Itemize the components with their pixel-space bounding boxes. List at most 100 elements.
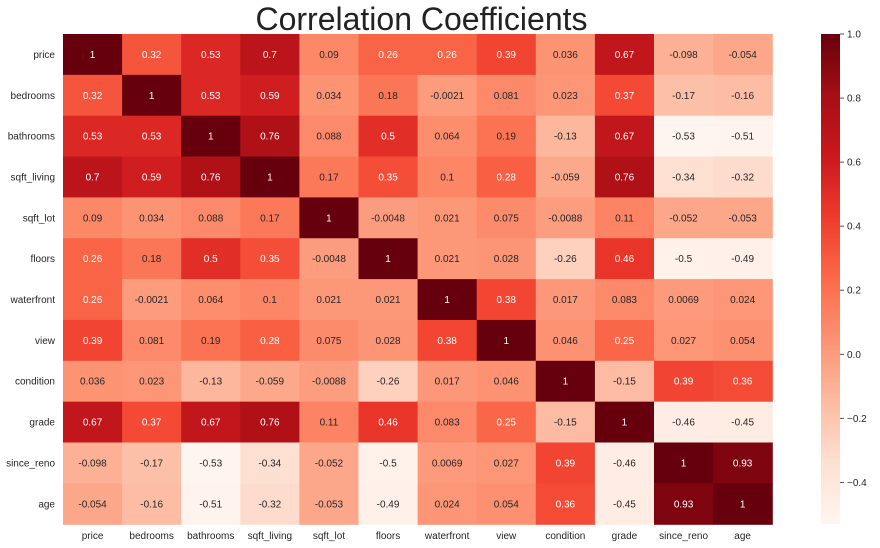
cell-value-label: 0.17 [319, 172, 339, 183]
heatmap-cell [476, 483, 537, 525]
x-tick-label: view [496, 531, 517, 542]
colorbar-tick-label: 0.2 [847, 286, 861, 297]
heatmap-cell [299, 197, 360, 239]
x-tick-label: bedrooms [129, 531, 173, 542]
cell-value-label: 0.7 [263, 50, 277, 61]
cell-value-label: -0.51 [199, 499, 222, 510]
heatmap-cell [122, 238, 182, 280]
cell-value-label: 0.59 [142, 172, 162, 183]
colorbar-tick-label: 0.8 [847, 94, 861, 105]
heatmap-cell [476, 238, 537, 280]
cell-value-label: 0.083 [435, 418, 460, 429]
heatmap-cell [654, 279, 714, 321]
cell-value-label: 0.054 [494, 499, 519, 510]
cell-value-label: 0.76 [260, 418, 280, 429]
cell-value-label: 0.046 [494, 377, 519, 388]
heatmap-cell [417, 197, 478, 239]
cell-value-label: 1 [90, 50, 96, 61]
y-tick-label: price [33, 50, 55, 61]
heatmap-cell [358, 197, 419, 239]
heatmap-cell [594, 279, 655, 321]
heatmap-cell [654, 197, 714, 239]
cell-value-label: -0.32 [258, 499, 281, 510]
heatmap-cell [240, 279, 300, 321]
cell-value-label: 0.32 [142, 50, 162, 61]
heatmap-cell [594, 401, 655, 444]
cell-value-label: -0.0088 [312, 377, 346, 388]
cell-value-label: 0.1 [440, 172, 454, 183]
cell-value-label: -0.32 [731, 172, 754, 183]
heatmap-cell [476, 74, 537, 117]
heatmap-cell [358, 156, 419, 198]
cell-value-label: 0.28 [497, 172, 517, 183]
heatmap-cell [299, 34, 360, 76]
heatmap-cell [240, 483, 300, 525]
cell-value-label: 0.09 [319, 50, 339, 61]
cell-value-label: 0.53 [83, 132, 103, 143]
heatmap-cell [122, 34, 182, 76]
cell-value-label: -0.53 [672, 132, 695, 143]
cell-value-label: -0.26 [377, 377, 400, 388]
heatmap-cell [654, 483, 714, 525]
cell-value-label: 0.46 [615, 254, 635, 265]
heatmap-cell [240, 156, 300, 198]
heatmap-cell [181, 360, 241, 403]
heatmap-cell [358, 483, 419, 525]
cell-value-label: 1 [385, 254, 391, 265]
cell-value-label: -0.052 [315, 458, 344, 469]
y-tick-label: sqft_living [11, 172, 55, 183]
heatmap-cell [535, 34, 596, 76]
cell-value-label: 0.28 [260, 336, 280, 347]
heatmap-cell [240, 34, 300, 76]
cell-value-label: 0.028 [376, 336, 401, 347]
y-tick-label: condition [15, 377, 55, 388]
heatmap-cell [358, 279, 419, 321]
x-tick-label: sqft_living [248, 531, 292, 542]
cell-value-label: -0.13 [199, 377, 222, 388]
cell-value-label: 0.38 [437, 336, 457, 347]
heatmap-cell [476, 319, 537, 362]
cell-value-label: -0.34 [672, 172, 695, 183]
cell-value-label: 0.021 [435, 254, 460, 265]
heatmap-cell [476, 34, 537, 76]
cell-value-label: -0.16 [731, 91, 754, 102]
heatmap-cell [181, 156, 241, 198]
cell-value-label: 0.021 [376, 295, 401, 306]
heatmap-cell [535, 319, 596, 362]
cell-value-label: 0.7 [86, 172, 100, 183]
cell-value-label: 0.35 [378, 172, 398, 183]
cell-value-label: -0.0088 [548, 213, 582, 224]
cell-value-label: 0.028 [494, 254, 519, 265]
cell-value-label: 0.26 [83, 254, 103, 265]
cell-value-label: -0.46 [613, 458, 636, 469]
heatmap-cell [594, 483, 655, 525]
heatmap-cell [713, 360, 773, 403]
y-tick-label: view [35, 336, 56, 347]
heatmap-cell [299, 238, 360, 280]
heatmap-cell [122, 442, 182, 484]
cell-value-label: 0.017 [435, 377, 460, 388]
heatmap-cell [240, 401, 300, 444]
heatmap-cell [240, 442, 300, 484]
cell-value-label: 0.76 [260, 132, 280, 143]
heatmap-cell [594, 319, 655, 362]
cell-value-label: 0.09 [83, 213, 103, 224]
heatmap-cell [594, 360, 655, 403]
cell-value-label: 0.18 [142, 254, 162, 265]
cell-value-label: 0.081 [494, 91, 519, 102]
cell-value-label: 1 [622, 418, 628, 429]
heatmap-cell [63, 442, 123, 484]
heatmap-cell [535, 238, 596, 280]
cell-value-label: 0.26 [378, 50, 398, 61]
heatmap-cell [713, 442, 773, 484]
cell-value-label: -0.5 [675, 254, 693, 265]
cell-value-label: 0.0069 [668, 295, 699, 306]
heatmap-cell [299, 74, 360, 117]
cell-value-label: 0.081 [139, 336, 164, 347]
heatmap-cell [535, 115, 596, 158]
heatmap-cell [417, 74, 478, 117]
heatmap-cell [122, 156, 182, 198]
heatmap-cell [240, 360, 300, 403]
heatmap-cell [713, 156, 773, 198]
heatmap-cell [476, 197, 537, 239]
